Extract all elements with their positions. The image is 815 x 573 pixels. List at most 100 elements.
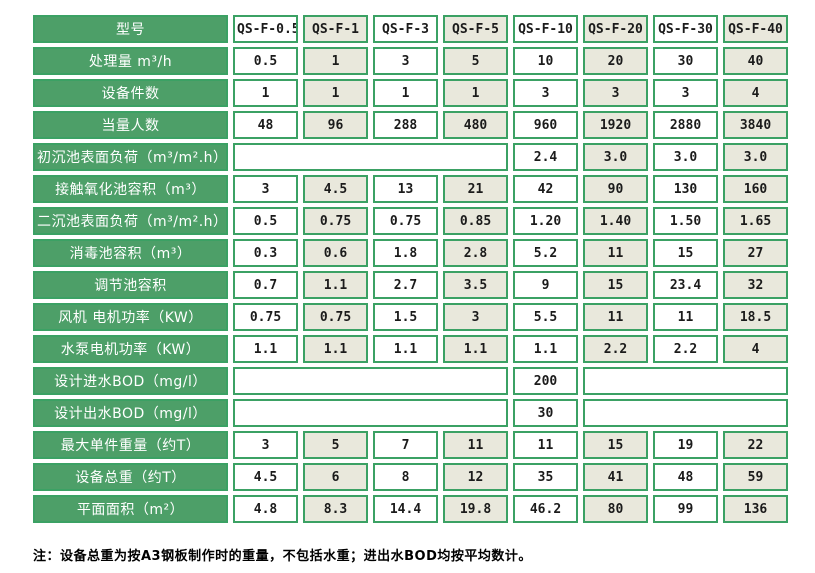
spec-value-cell: 3.0 [583, 143, 648, 171]
spec-value-cell: 160 [723, 175, 788, 203]
spec-value-cell: 0.85 [443, 207, 508, 235]
spec-value-cell: 99 [653, 495, 718, 523]
table-row: 调节池容积 0.7 1.1 2.7 3.5 9 15 23.4 32 [33, 271, 788, 299]
spec-value-cell: 3 [513, 79, 578, 107]
merged-empty-cell [583, 367, 788, 395]
spec-value-cell: 4.8 [233, 495, 298, 523]
spec-value-cell: 27 [723, 239, 788, 267]
spec-value-cell: 3.0 [653, 143, 718, 171]
model-header-cell: QS-F-5 [443, 15, 508, 43]
spec-value-cell: 2.8 [443, 239, 508, 267]
spec-value-cell: 6 [303, 463, 368, 491]
spec-value-cell: 22 [723, 431, 788, 459]
spec-value-cell: 5 [443, 47, 508, 75]
spec-value-cell: 11 [583, 239, 648, 267]
row-label-cell: 风机 电机功率（KW） [33, 303, 228, 331]
table-row: 设备件数 1 1 1 1 3 3 3 4 [33, 79, 788, 107]
spec-value-cell: 1.5 [373, 303, 438, 331]
spec-value-cell: 0.5 [233, 47, 298, 75]
spec-value-cell: 3.5 [443, 271, 508, 299]
table-row: 平面面积（m²） 4.8 8.3 14.4 19.8 46.2 80 99 136 [33, 495, 788, 523]
spec-value-cell: 5 [303, 431, 368, 459]
spec-value-cell: 9 [513, 271, 578, 299]
merged-empty-cell [233, 367, 508, 395]
spec-value-cell: 8.3 [303, 495, 368, 523]
spec-value-cell: 200 [513, 367, 578, 395]
spec-value-cell: 3 [233, 175, 298, 203]
spec-value-cell: 11 [653, 303, 718, 331]
model-header-cell: QS-F-30 [653, 15, 718, 43]
spec-value-cell: 41 [583, 463, 648, 491]
spec-table-wrap: 型号 QS-F-0.5 QS-F-1 QS-F-3 QS-F-5 QS-F-10 QS-F… [28, 11, 793, 527]
spec-value-cell: 2.4 [513, 143, 578, 171]
model-header-cell: QS-F-0.5 [233, 15, 298, 43]
spec-value-cell: 3 [373, 47, 438, 75]
spec-value-cell: 288 [373, 111, 438, 139]
row-label-cell: 二沉池表面负荷（m³/m².h） [33, 207, 228, 235]
table-row: 接触氧化池容积（m³） 3 4.5 13 21 42 90 130 160 [33, 175, 788, 203]
row-label-cell: 消毒池容积（m³） [33, 239, 228, 267]
row-label-cell: 最大单件重量（约T） [33, 431, 228, 459]
spec-value-cell: 0.6 [303, 239, 368, 267]
table-row: 设计进水BOD（mg/l） 200 [33, 367, 788, 395]
spec-value-cell: 3 [583, 79, 648, 107]
row-label-cell: 设计出水BOD（mg/l） [33, 399, 228, 427]
table-row: 当量人数 48 96 288 480 960 1920 2880 3840 [33, 111, 788, 139]
spec-value-cell: 4 [723, 79, 788, 107]
table-row: 二沉池表面负荷（m³/m².h） 0.5 0.75 0.75 0.85 1.20 1.40 1… [33, 207, 788, 235]
spec-value-cell: 3 [443, 303, 508, 331]
spec-value-cell: 4.5 [233, 463, 298, 491]
spec-value-cell: 4 [723, 335, 788, 363]
spec-value-cell: 2.2 [583, 335, 648, 363]
table-row: 消毒池容积（m³） 0.3 0.6 1.8 2.8 5.2 11 15 27 [33, 239, 788, 267]
spec-value-cell: 1.1 [303, 271, 368, 299]
spec-value-cell: 1.1 [513, 335, 578, 363]
spec-value-cell: 11 [583, 303, 648, 331]
spec-value-cell: 46.2 [513, 495, 578, 523]
merged-empty-cell [233, 399, 508, 427]
table-row: 水泵电机功率（KW） 1.1 1.1 1.1 1.1 1.1 2.2 2.2 4 [33, 335, 788, 363]
spec-value-cell: 8 [373, 463, 438, 491]
spec-value-cell: 19.8 [443, 495, 508, 523]
row-label-cell: 初沉池表面负荷（m³/m².h） [33, 143, 228, 171]
spec-value-cell: 136 [723, 495, 788, 523]
model-header-cell: QS-F-40 [723, 15, 788, 43]
merged-empty-cell [233, 143, 508, 171]
row-label-cell: 调节池容积 [33, 271, 228, 299]
row-label-cell: 当量人数 [33, 111, 228, 139]
spec-value-cell: 960 [513, 111, 578, 139]
row-label-cell: 设备总重（约T） [33, 463, 228, 491]
spec-value-cell: 3.0 [723, 143, 788, 171]
spec-value-cell: 21 [443, 175, 508, 203]
spec-value-cell: 10 [513, 47, 578, 75]
table-row: 初沉池表面负荷（m³/m².h） 2.4 3.0 3.0 3.0 [33, 143, 788, 171]
spec-value-cell: 96 [303, 111, 368, 139]
spec-value-cell: 3840 [723, 111, 788, 139]
spec-value-cell: 2880 [653, 111, 718, 139]
merged-empty-cell [583, 399, 788, 427]
spec-value-cell: 1 [303, 79, 368, 107]
spec-value-cell: 59 [723, 463, 788, 491]
spec-value-cell: 3 [233, 431, 298, 459]
spec-value-cell: 11 [443, 431, 508, 459]
spec-value-cell: 1.40 [583, 207, 648, 235]
spec-value-cell: 0.3 [233, 239, 298, 267]
spec-value-cell: 48 [653, 463, 718, 491]
spec-value-cell: 1.8 [373, 239, 438, 267]
spec-value-cell: 2.2 [653, 335, 718, 363]
spec-value-cell: 0.7 [233, 271, 298, 299]
model-column-title: 型号 [33, 15, 228, 43]
spec-value-cell: 1.1 [373, 335, 438, 363]
row-label-cell: 接触氧化池容积（m³） [33, 175, 228, 203]
spec-value-cell: 12 [443, 463, 508, 491]
spec-value-cell: 1 [303, 47, 368, 75]
spec-table: 型号 QS-F-0.5 QS-F-1 QS-F-3 QS-F-5 QS-F-10 QS-F… [28, 11, 793, 527]
spec-value-cell: 19 [653, 431, 718, 459]
spec-table-body: 处理量 m³/h 0.5 1 3 5 10 20 30 40 设备件数 1 1 1 1 3 3 3 4 当量人数 48… [33, 47, 788, 523]
row-label-cell: 水泵电机功率（KW） [33, 335, 228, 363]
spec-value-cell: 13 [373, 175, 438, 203]
spec-value-cell: 4.5 [303, 175, 368, 203]
row-label-cell: 处理量 m³/h [33, 47, 228, 75]
spec-value-cell: 7 [373, 431, 438, 459]
